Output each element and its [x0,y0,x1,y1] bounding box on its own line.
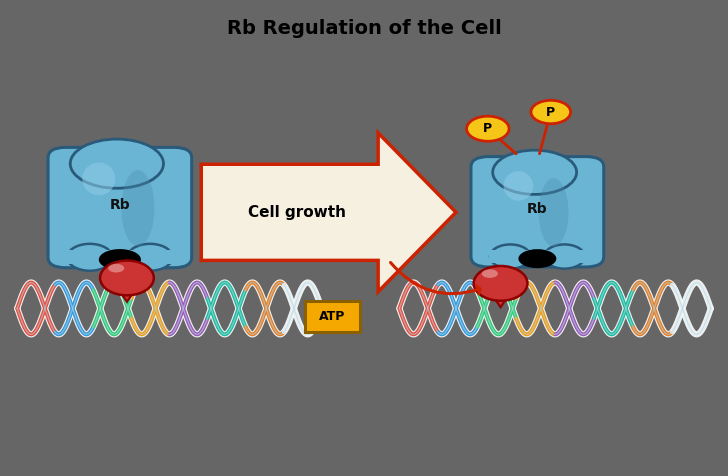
Ellipse shape [518,249,556,268]
Ellipse shape [99,249,141,270]
Ellipse shape [504,171,534,201]
Bar [66,250,174,264]
Text: Cell growth: Cell growth [248,205,346,220]
Text: P: P [546,106,555,119]
Ellipse shape [70,139,164,188]
Ellipse shape [544,245,585,268]
Polygon shape [112,280,142,302]
Ellipse shape [490,245,531,268]
Circle shape [467,116,509,141]
Ellipse shape [493,150,577,194]
Bar [488,250,586,263]
Polygon shape [201,133,456,292]
Ellipse shape [67,244,112,271]
FancyBboxPatch shape [48,148,191,268]
Polygon shape [486,286,515,307]
Text: P: P [483,122,492,135]
Ellipse shape [474,266,528,301]
Ellipse shape [127,244,173,271]
FancyBboxPatch shape [471,157,604,267]
Ellipse shape [100,260,154,295]
Circle shape [531,100,571,124]
Text: Rb Regulation of the Cell: Rb Regulation of the Cell [226,19,502,38]
Ellipse shape [82,162,115,195]
Ellipse shape [122,170,154,246]
Ellipse shape [108,264,124,272]
Text: Rb: Rb [109,198,130,212]
Text: ATP: ATP [319,310,345,323]
Ellipse shape [539,178,569,247]
Ellipse shape [482,269,498,278]
FancyBboxPatch shape [304,301,360,332]
Text: Rb: Rb [527,202,547,216]
